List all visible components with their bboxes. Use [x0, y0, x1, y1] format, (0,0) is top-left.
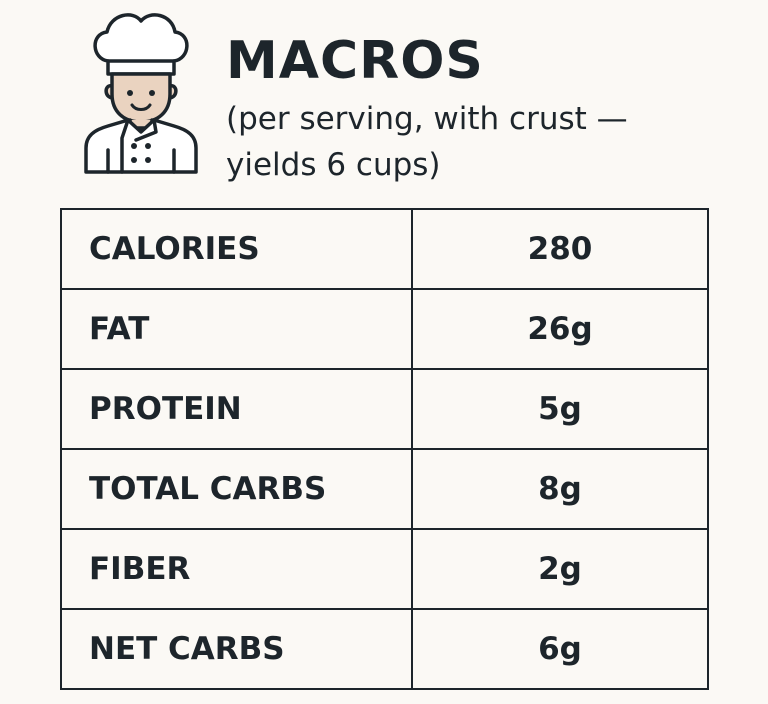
table-row: TOTAL CARBS 8g — [60, 448, 709, 530]
row-label: TOTAL CARBS — [60, 448, 413, 530]
table-row: PROTEIN 5g — [60, 368, 709, 450]
row-label: NET CARBS — [60, 608, 413, 690]
row-label: FIBER — [60, 528, 413, 610]
row-value: 2g — [411, 528, 709, 610]
row-value: 6g — [411, 608, 709, 690]
page-subtitle: (per serving, with crust — yields 6 cups… — [226, 101, 628, 183]
row-label: PROTEIN — [60, 368, 413, 450]
table-row: FAT 26g — [60, 288, 709, 370]
page-title: MACROS — [226, 31, 484, 91]
row-label: CALORIES — [60, 208, 413, 290]
table-row: FIBER 2g — [60, 528, 709, 610]
row-value: 280 — [411, 208, 709, 290]
chef-icon — [84, 13, 198, 174]
table-row: NET CARBS 6g — [60, 608, 709, 690]
table-row: CALORIES 280 — [60, 208, 709, 290]
row-value: 5g — [411, 368, 709, 450]
macros-table: CALORIES 280 FAT 26g PROTEIN 5g TOTAL CA… — [60, 208, 709, 690]
row-value: 8g — [411, 448, 709, 530]
row-label: FAT — [60, 288, 413, 370]
row-value: 26g — [411, 288, 709, 370]
